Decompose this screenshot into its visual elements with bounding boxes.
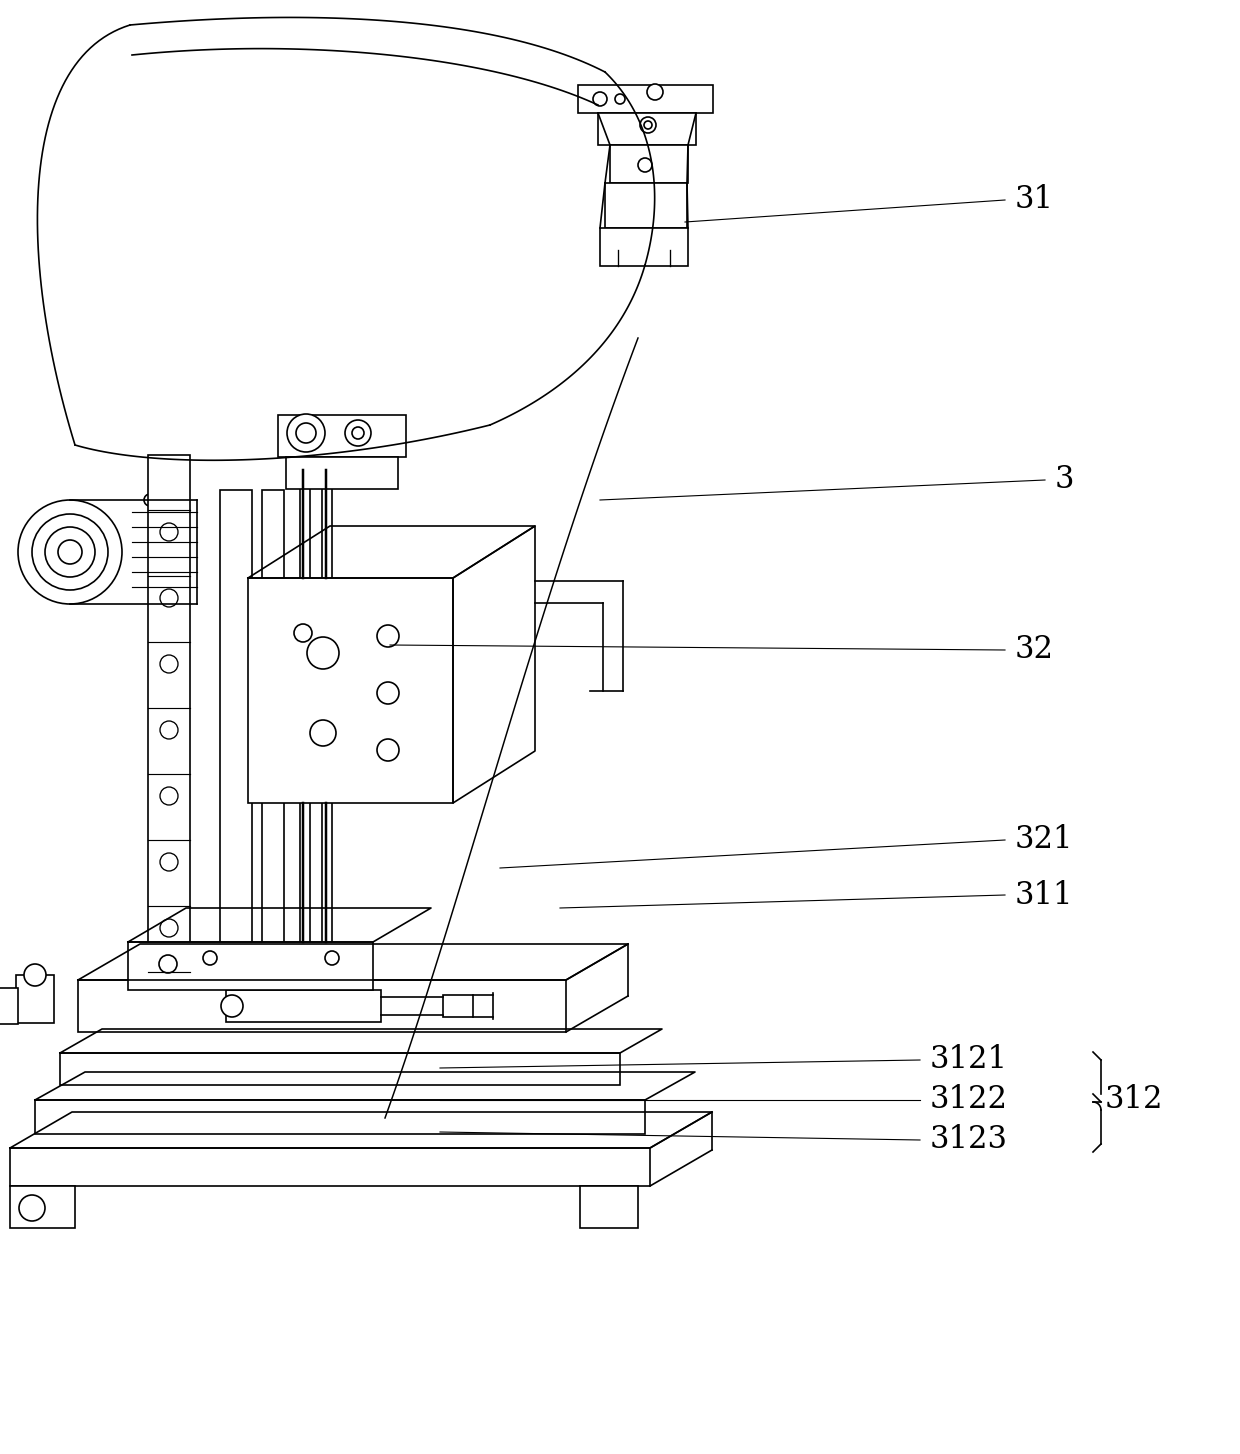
Circle shape [640, 116, 656, 132]
Circle shape [160, 787, 179, 806]
Bar [598, 113, 696, 145]
Circle shape [169, 494, 181, 506]
Bar [248, 579, 453, 803]
Circle shape [377, 739, 399, 760]
Circle shape [203, 951, 217, 965]
Bar [580, 1186, 639, 1229]
Bar [10, 1149, 650, 1186]
Circle shape [286, 414, 325, 452]
Circle shape [647, 84, 663, 100]
Circle shape [159, 955, 177, 973]
Circle shape [24, 964, 46, 986]
Circle shape [160, 721, 179, 739]
Circle shape [308, 637, 339, 669]
Bar [10, 1186, 74, 1229]
Bar [322, 480, 332, 990]
Circle shape [345, 420, 371, 446]
Text: 3121: 3121 [930, 1044, 1008, 1076]
Circle shape [19, 1195, 45, 1221]
Bar [226, 990, 381, 1022]
Circle shape [32, 515, 108, 590]
Bar [443, 995, 472, 1016]
Text: 32: 32 [1016, 634, 1054, 666]
Circle shape [615, 95, 625, 105]
Circle shape [160, 523, 179, 541]
Bar [605, 183, 687, 228]
Bar [148, 455, 190, 984]
Circle shape [294, 624, 312, 643]
Text: 312: 312 [1105, 1085, 1163, 1115]
Circle shape [310, 720, 336, 746]
Text: 3122: 3122 [930, 1085, 1008, 1115]
Bar [300, 480, 310, 990]
Circle shape [352, 427, 365, 439]
Bar [219, 490, 252, 945]
Circle shape [160, 589, 179, 606]
Bar [35, 1101, 645, 1134]
Circle shape [377, 625, 399, 647]
Bar [610, 145, 688, 183]
Bar [0, 989, 19, 1024]
Bar [60, 1053, 620, 1085]
Circle shape [160, 919, 179, 936]
Circle shape [644, 121, 652, 129]
Bar [600, 228, 688, 266]
Text: 3123: 3123 [930, 1124, 1008, 1156]
Circle shape [221, 995, 243, 1016]
Circle shape [19, 500, 122, 603]
Bar [128, 942, 373, 990]
Bar [16, 976, 55, 1024]
Bar [286, 457, 398, 489]
Text: 321: 321 [1016, 824, 1074, 855]
Circle shape [160, 654, 179, 673]
Circle shape [160, 853, 179, 871]
Circle shape [296, 423, 316, 443]
Bar [578, 84, 713, 113]
Bar [262, 490, 284, 945]
Text: 31: 31 [1016, 185, 1054, 215]
Circle shape [325, 951, 339, 965]
Circle shape [45, 526, 95, 577]
Bar [278, 414, 405, 457]
Text: 311: 311 [1016, 880, 1074, 910]
Circle shape [593, 92, 608, 106]
Circle shape [160, 984, 179, 1003]
Circle shape [639, 158, 652, 172]
Circle shape [377, 682, 399, 704]
Circle shape [58, 539, 82, 564]
Text: 3: 3 [1055, 464, 1075, 496]
Bar [78, 980, 565, 1032]
Circle shape [144, 494, 156, 506]
